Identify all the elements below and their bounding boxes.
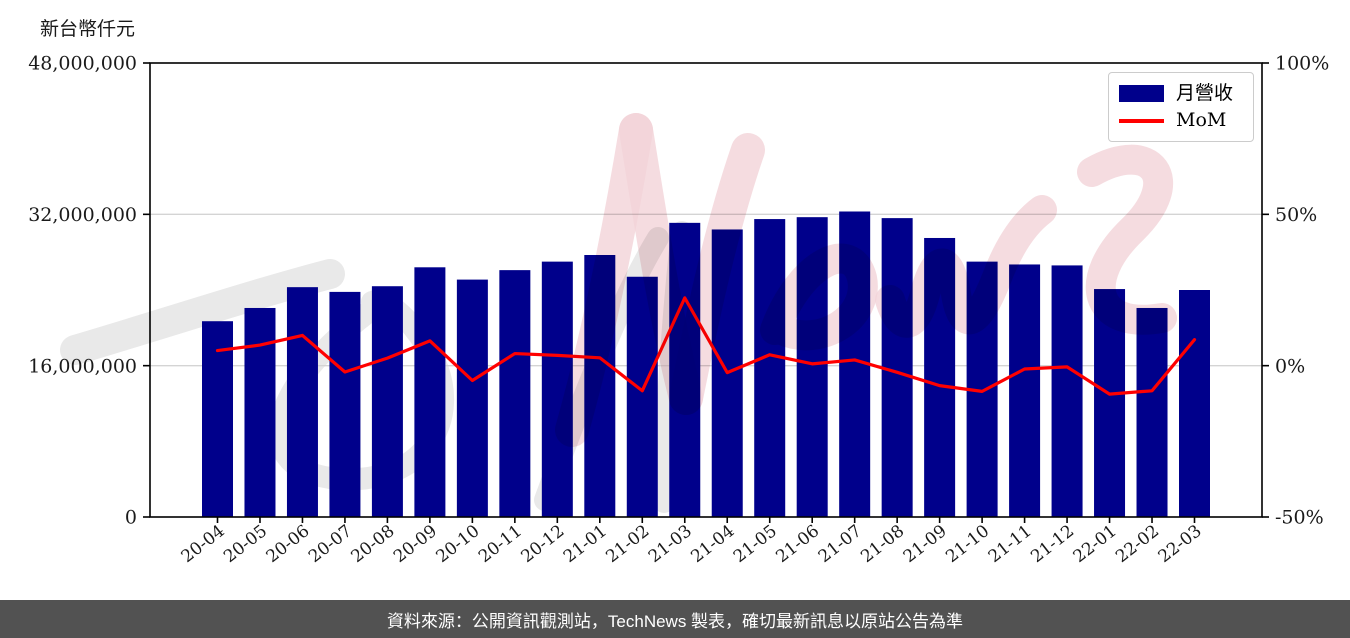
x-axis-tick-label: 21-10 [942,521,993,567]
revenue-bar [499,270,531,517]
source-footer: 資料來源：公開資訊觀測站，TechNews 製表，確切最新訊息以原站公告為準 [0,600,1350,638]
chart-legend: 月營收 MoM [1108,72,1254,142]
x-axis-tick-label: 22-03 [1155,521,1206,567]
x-axis-tick-label: 21-09 [900,521,951,567]
x-axis-tick-label: 22-01 [1070,521,1121,567]
x-axis-tick-label: 20-07 [305,521,356,567]
x-axis-tick-label: 20-06 [263,521,314,567]
left-axis-tick-label: 16,000,000 [28,355,137,377]
revenue-bar [626,276,658,517]
plot-border [149,62,1263,518]
legend-label-mom: MoM [1176,109,1227,131]
revenue-bar [1051,265,1083,517]
left-axis-tick-label: 48,000,000 [28,53,137,75]
revenue-bar [1009,264,1041,517]
mom-line [215,296,1197,396]
right-axis-tick-label: 0% [1275,355,1305,377]
mom-line-swatch [1119,118,1164,123]
x-axis-tick-label: 21-05 [730,521,781,567]
x-axis-tick-label: 21-11 [985,521,1036,567]
right-axis-tick-label: 100% [1275,53,1329,75]
revenue-bar [541,261,573,517]
x-axis-tick-label: 20-05 [220,521,271,567]
revenue-bar [1094,289,1126,517]
legend-item-revenue: 月營收 [1109,84,1253,103]
x-axis-tick-label: 21-12 [1027,521,1078,567]
revenue-bar [1179,290,1210,517]
revenue-bar [584,255,616,518]
x-axis-tick-label: 22-02 [1112,521,1163,567]
x-axis-tick-label: 20-10 [433,521,484,567]
x-axis-tick-label: 20-11 [475,521,526,567]
x-axis-tick-label: 21-08 [857,521,908,567]
revenue-bar [796,217,828,517]
x-axis-tick-label: 21-06 [772,521,823,567]
revenue-bar [1136,307,1168,517]
right-axis-tick-label: 50% [1275,204,1317,226]
left-axis-tick-label: 0 [125,507,137,529]
x-axis-tick-label: 21-07 [815,521,866,567]
right-axis-tick-label: -50% [1275,507,1324,529]
y-axis-title: 新台幣仟元 [40,18,136,40]
x-axis-tick-label: 20-08 [348,521,399,567]
x-axis-tick-label: 20-09 [390,521,441,567]
revenue-bar [456,279,488,517]
source-footer-text: 資料來源：公開資訊觀測站，TechNews 製表，確切最新訊息以原站公告為準 [386,611,964,631]
revenue-bar [244,307,276,517]
left-axis-tick-label: 32,000,000 [28,204,137,226]
revenue-bar [924,237,956,517]
revenue-bar [754,219,786,517]
revenue-bar [329,291,361,517]
revenue-bar [371,286,403,517]
legend-label-revenue: 月營收 [1176,82,1234,104]
x-axis-tick-label: 21-01 [560,521,611,567]
revenue-bar [286,287,318,517]
x-axis-tick-label: 21-02 [602,521,653,567]
x-axis-tick-label: 21-03 [645,521,696,567]
x-axis-tick-label: 20-04 [178,521,229,567]
legend-item-mom: MoM [1109,111,1253,130]
x-axis-tick-label: 20-12 [517,521,568,567]
x-axis-tick-label: 21-04 [687,521,738,567]
revenue-bar [669,222,701,518]
revenue-bar [414,267,446,517]
revenue-bar [202,321,233,517]
revenue-bar-swatch [1119,85,1164,102]
